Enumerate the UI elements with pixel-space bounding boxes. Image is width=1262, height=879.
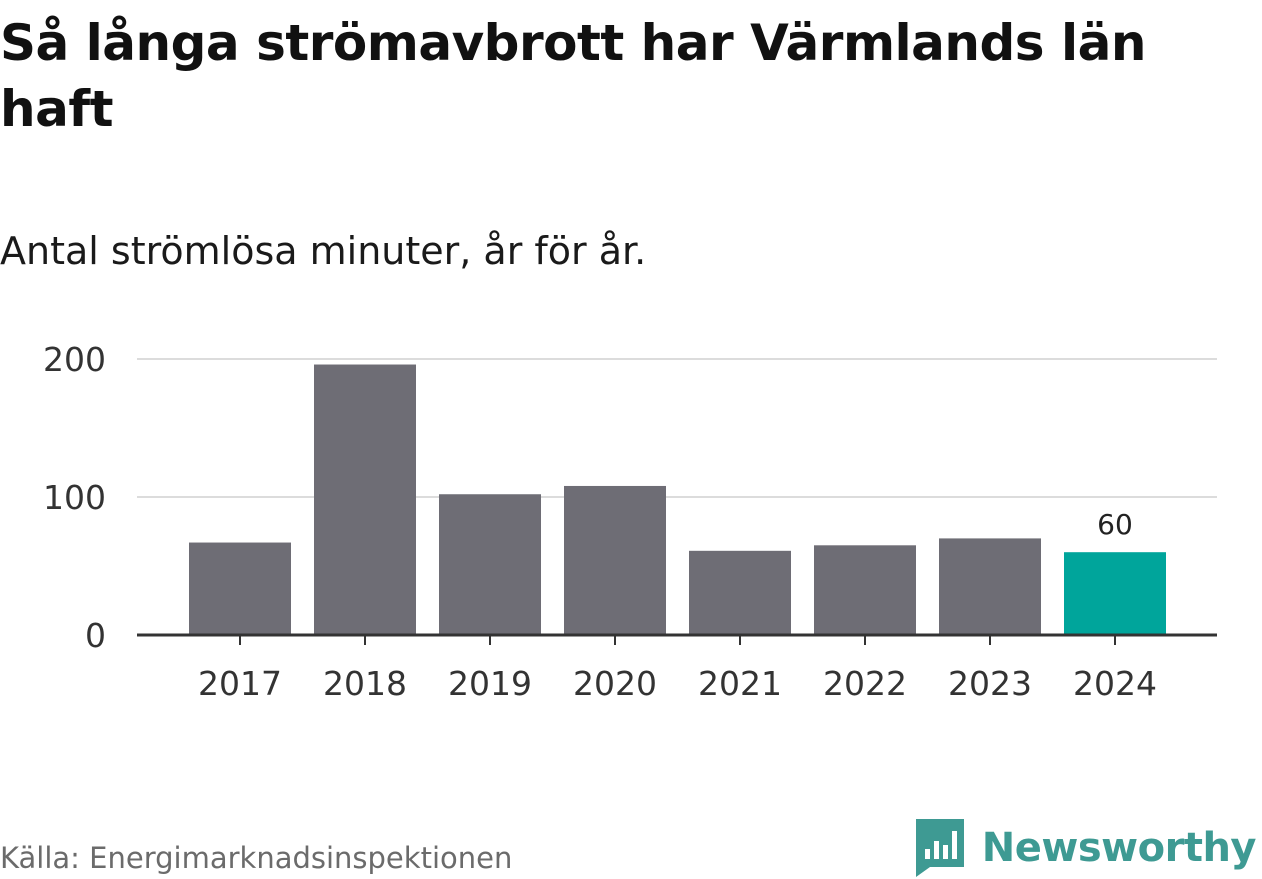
data-label-2024: 60 — [1097, 508, 1133, 541]
chart-title: Så långa strömavbrott har Värmlands län … — [0, 14, 1146, 138]
source-note: Källa: Energimarknadsinspektionen — [0, 841, 513, 875]
bar-2018 — [314, 364, 416, 635]
chart-subtitle: Antal strömlösa minuter, år för år. — [0, 229, 647, 273]
y-tick-label-200: 200 — [43, 340, 106, 379]
bar-2021 — [689, 550, 791, 635]
x-tick-label-2019: 2019 — [448, 664, 532, 703]
brand-logo: Newsworthy — [915, 818, 1257, 878]
x-tick-label-2020: 2020 — [573, 664, 657, 703]
bar-2017 — [189, 542, 291, 635]
x-tick-label-2022: 2022 — [823, 664, 907, 703]
bar-2019 — [439, 494, 541, 635]
bar-2020 — [564, 485, 666, 635]
y-tick-label-100: 100 — [43, 478, 106, 517]
x-tick-label-2023: 2023 — [948, 664, 1032, 703]
x-tick-label-2018: 2018 — [323, 664, 407, 703]
bar-2024 — [1064, 552, 1166, 635]
x-tick-label-2017: 2017 — [198, 664, 282, 703]
y-tick-label-0: 0 — [85, 616, 106, 655]
x-tick-label-2021: 2021 — [698, 664, 782, 703]
newsworthy-logo-icon — [915, 819, 964, 877]
x-tick-label-2024: 2024 — [1073, 664, 1157, 703]
bar-2022 — [814, 545, 916, 635]
brand-name: Newsworthy — [981, 825, 1257, 871]
bar-2023 — [939, 538, 1041, 635]
